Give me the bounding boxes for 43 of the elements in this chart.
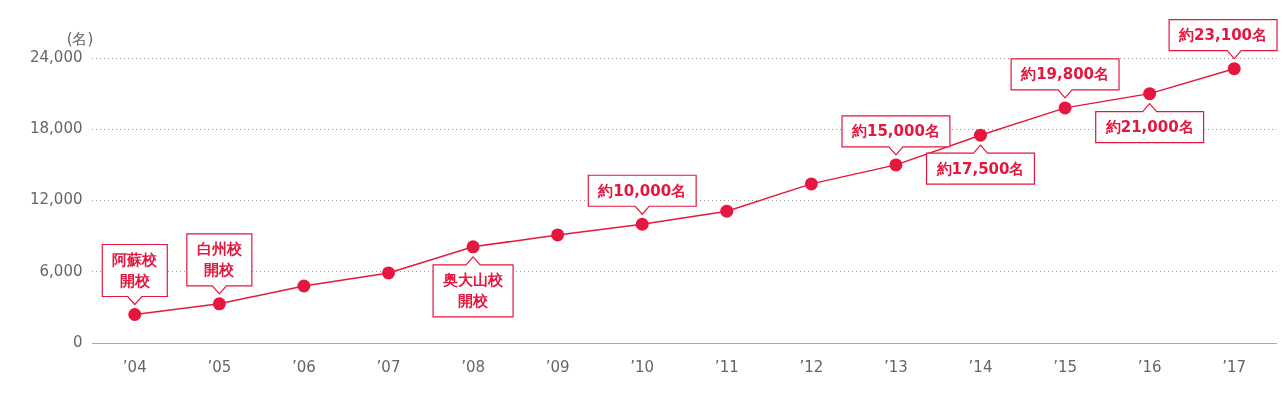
annotation: 約21,000名	[1104, 118, 1194, 137]
x-tick-label: ’08	[461, 357, 485, 376]
point	[212, 297, 226, 311]
point	[128, 308, 142, 321]
point	[551, 228, 565, 242]
point	[466, 240, 480, 254]
point	[804, 177, 818, 191]
y-tick-label: 12,000	[29, 190, 83, 209]
y-tick-label: 6,000	[39, 261, 83, 280]
annotation: 約19,800名	[1020, 65, 1110, 84]
y-axis-title: (名)	[66, 29, 94, 48]
x-tick-label: ’13	[883, 357, 908, 376]
x-tick-label: ’10	[630, 357, 655, 376]
y-tick-label: 0	[72, 332, 83, 351]
annotation: 約17,500名	[935, 159, 1025, 178]
point	[1143, 87, 1157, 101]
point	[889, 158, 903, 172]
annotation: 奥大山校開校	[442, 271, 505, 311]
x-tick-label: ’04	[122, 357, 147, 376]
x-tick-label: ’09	[545, 357, 570, 376]
annotation: 白州校開校	[196, 240, 243, 280]
point	[1058, 101, 1072, 115]
annotation: 約23,100名	[1178, 26, 1267, 45]
annotation: 約10,000名	[597, 181, 687, 200]
annotation: 阿蘇校開校	[112, 250, 159, 290]
point	[720, 204, 734, 218]
x-tick-label: ’15	[1053, 357, 1077, 376]
point	[381, 266, 395, 280]
y-tick-label: 18,000	[29, 119, 83, 138]
x-tick-label: ’17	[1222, 357, 1247, 376]
point	[297, 279, 311, 293]
y-tick-label: 24,000	[29, 47, 83, 66]
x-tick-label: ’11	[714, 357, 739, 376]
x-tick-label: ’06	[291, 357, 316, 376]
x-tick-label: ’16	[1137, 357, 1162, 376]
point	[974, 128, 987, 142]
x-tick-label: ’14	[968, 357, 993, 376]
x-tick-label: ’12	[799, 357, 824, 376]
point	[635, 217, 649, 231]
point	[1227, 62, 1241, 76]
x-tick-label: ’07	[376, 357, 401, 376]
annotation: 約15,000名	[850, 122, 940, 141]
x-tick-label: ’05	[207, 357, 232, 376]
